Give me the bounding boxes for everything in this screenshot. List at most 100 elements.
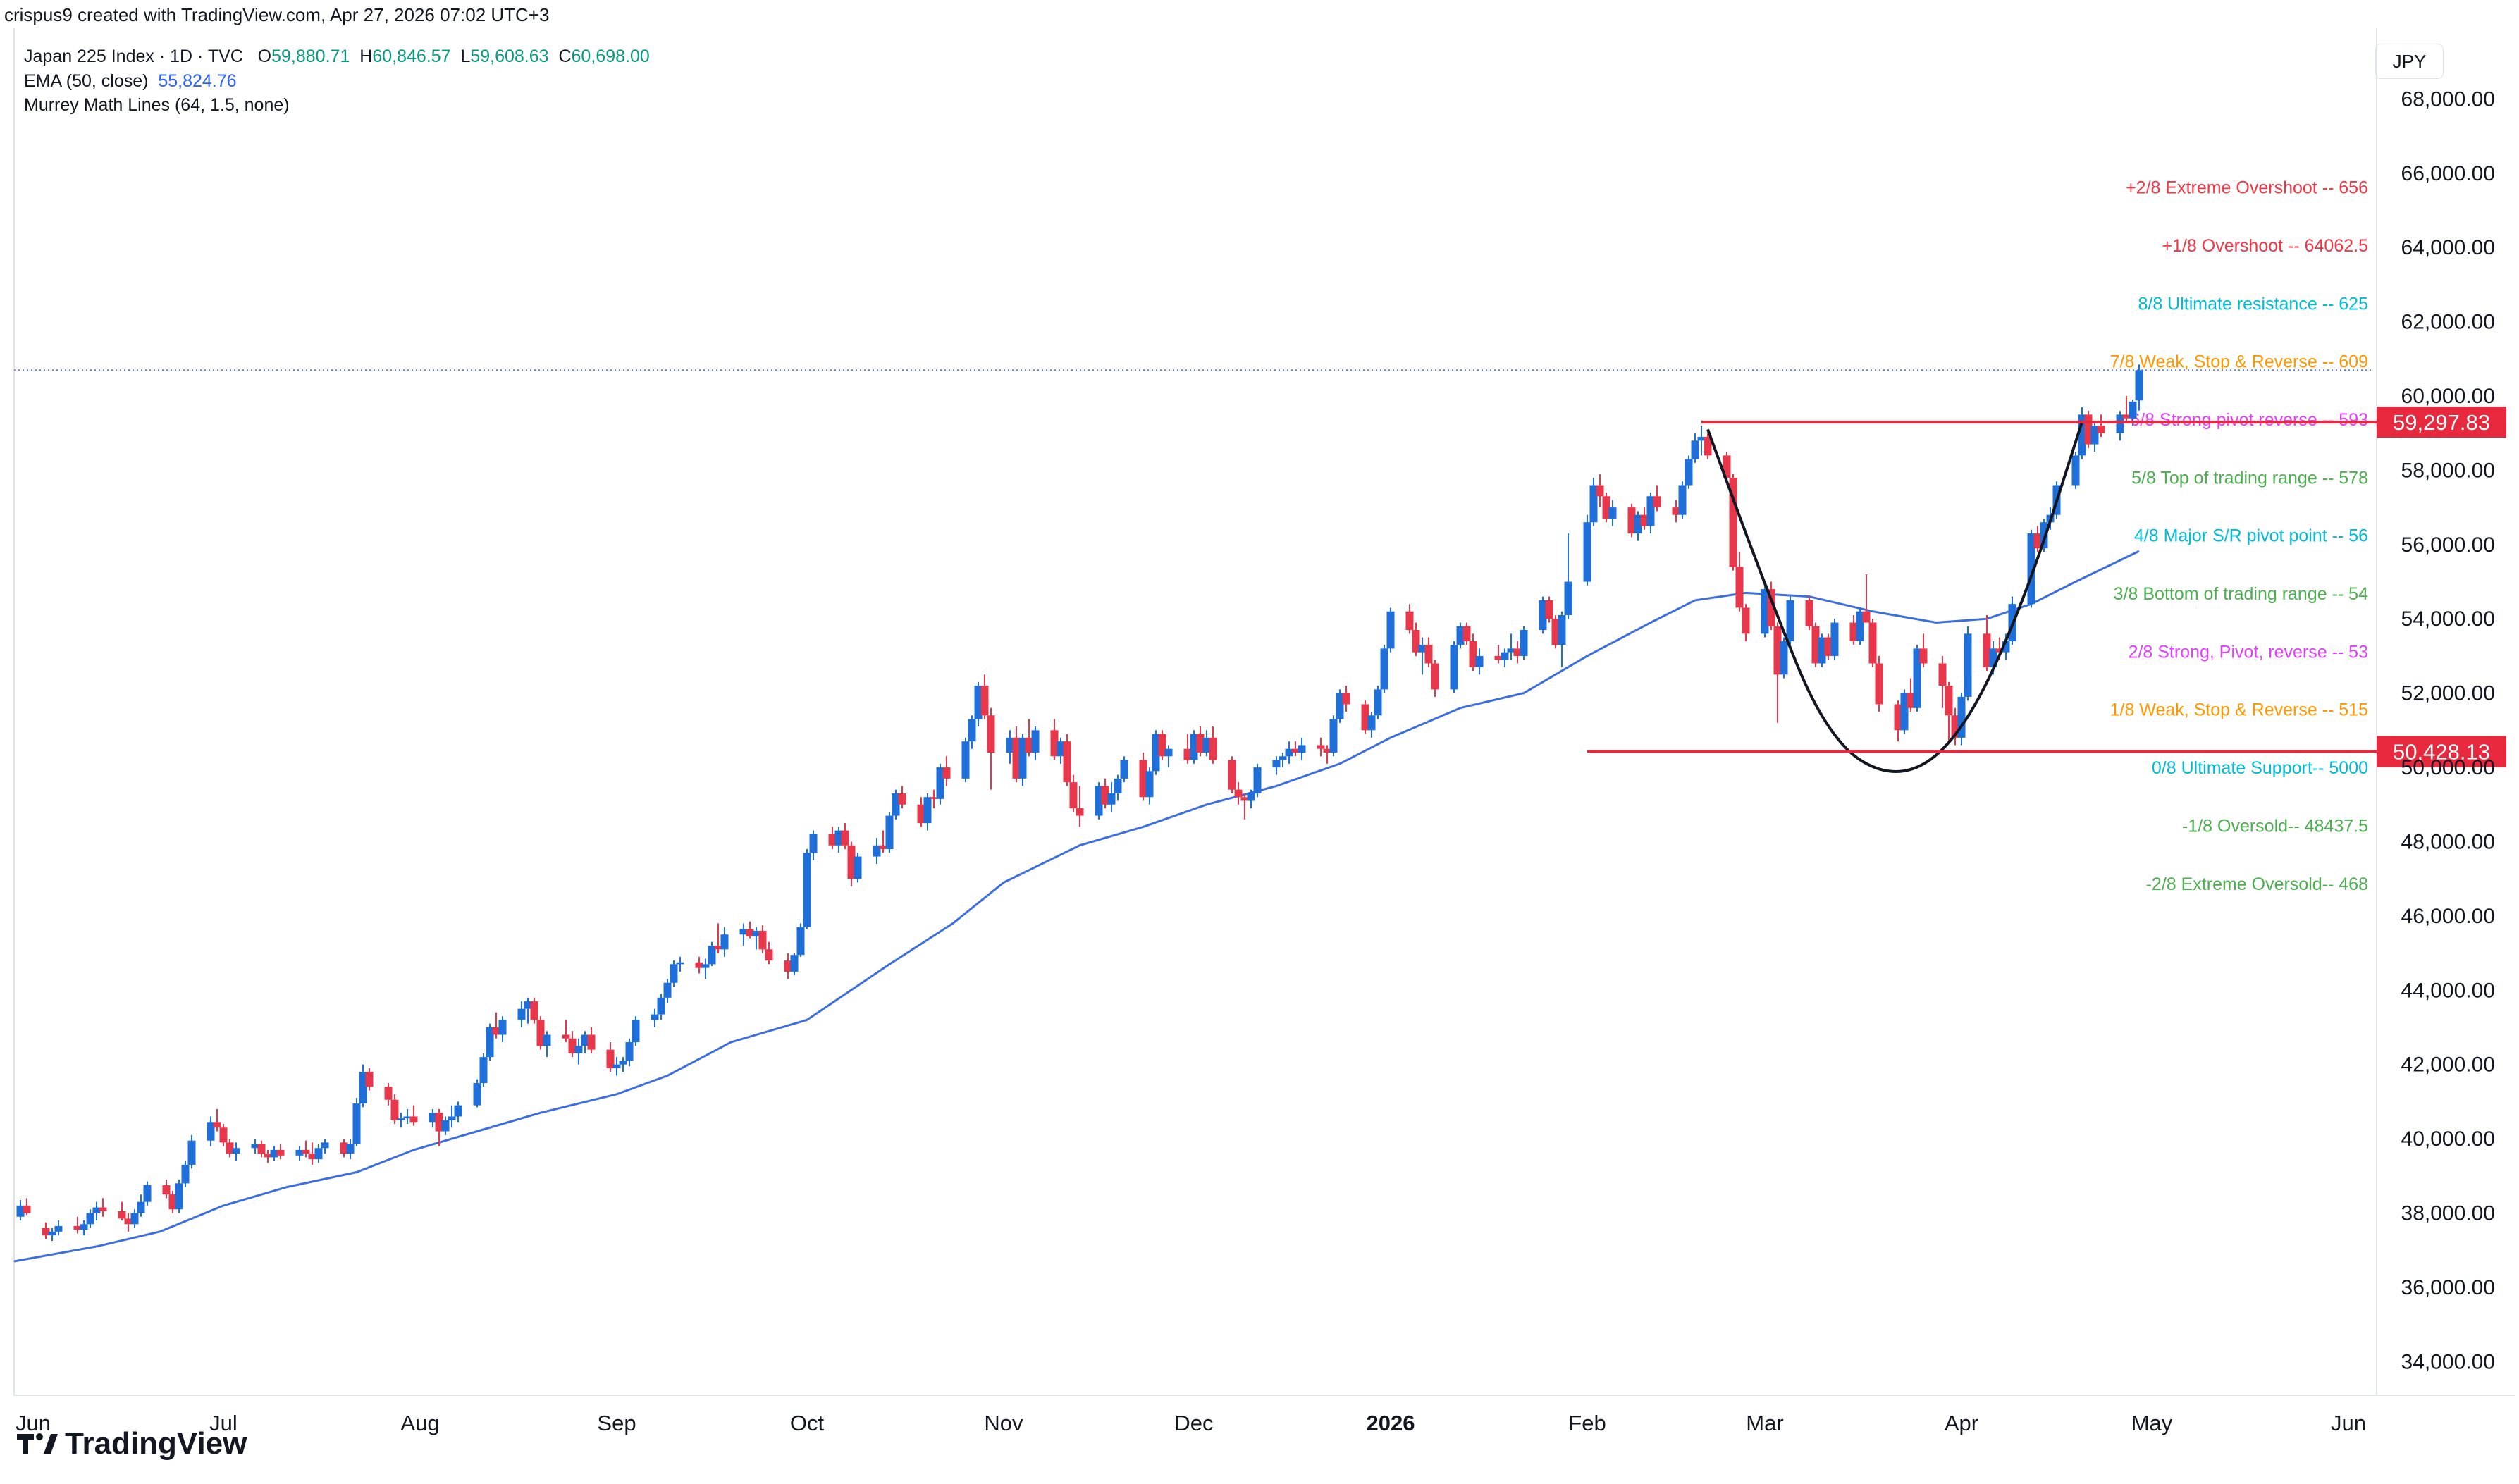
candle-body (1342, 693, 1350, 705)
price-tick-label: 60,000.00 (2401, 385, 2495, 408)
candle-body (834, 830, 843, 846)
legend-open-label: O (257, 47, 272, 66)
candle-body (1964, 633, 1972, 697)
murrey-line-label: 4/8 Major S/R pivot point -- 56 (2134, 526, 2368, 546)
candle-body (1120, 760, 1128, 779)
candle-body (1501, 652, 1509, 660)
price-tick-label: 36,000.00 (2401, 1276, 2495, 1299)
candle-body (1164, 748, 1173, 757)
legend-ema-label: EMA (50, close) (24, 71, 149, 91)
price-tick-label: 50,000.00 (2401, 756, 2495, 779)
candle-body (1723, 455, 1731, 478)
candle-body (1900, 693, 1909, 731)
candle-body (390, 1099, 399, 1120)
cup-pattern-curve (1706, 421, 2083, 773)
legend-ema-value: 55,824.76 (158, 71, 237, 91)
murrey-line-label: +2/8 Extreme Overshoot -- 656 (2126, 178, 2368, 198)
candle-body (1152, 734, 1160, 772)
candle-body (1868, 622, 1877, 664)
candle-body (1672, 507, 1680, 515)
candle-body (1989, 648, 1997, 667)
candle-body (143, 1185, 152, 1202)
candle-body (1640, 514, 1649, 526)
candle-body (1818, 637, 1826, 664)
candle-body (340, 1142, 348, 1154)
price-tick-label: 66,000.00 (2401, 162, 2495, 185)
candle-body (1513, 648, 1522, 656)
candle-body (987, 715, 995, 753)
time-tick-label: Apr (1945, 1411, 1978, 1435)
candle-body (841, 830, 849, 846)
candle-body (2129, 401, 2137, 419)
candle-body (980, 686, 989, 716)
candle-body (1317, 745, 1325, 749)
legend-high-value: 60,846.57 (372, 47, 451, 66)
time-tick-label: Jul (209, 1411, 238, 1435)
price-tick-label: 48,000.00 (2401, 830, 2495, 853)
candle-body (968, 719, 976, 742)
candle-body (270, 1149, 278, 1158)
price-tick-label: 62,000.00 (2401, 311, 2495, 334)
candle-body (1735, 567, 1744, 608)
candle-body (1907, 693, 1915, 708)
candle-body (2027, 533, 2035, 605)
candle-body (352, 1103, 361, 1144)
candle-body (73, 1225, 82, 1230)
candle-body (1646, 496, 1655, 526)
candle-body (758, 930, 767, 950)
candle-body (1678, 485, 1687, 515)
candle-body (714, 946, 722, 950)
candle-body (746, 929, 754, 936)
candle-body (2040, 522, 2048, 549)
candle-body (892, 793, 900, 816)
time-tick-label: Feb (1568, 1411, 1606, 1435)
candle-body (448, 1116, 456, 1120)
candle-body (1076, 808, 1084, 816)
candle-body (181, 1164, 190, 1184)
candle-body (302, 1149, 310, 1154)
candle-body (1209, 737, 1217, 760)
candle-body (308, 1154, 316, 1160)
candle-body (257, 1144, 266, 1154)
candle-body (1862, 611, 1871, 623)
candle-body (187, 1140, 196, 1165)
candle-body (1456, 626, 1465, 645)
candle-body (1386, 611, 1395, 649)
time-tick-label: Sep (597, 1411, 636, 1435)
candle-body (606, 1049, 615, 1068)
candle-body (2002, 641, 2010, 653)
candle-body (1228, 760, 1236, 790)
candle-body (632, 1020, 640, 1043)
candle-body (739, 929, 748, 935)
candle-body (1627, 507, 1636, 534)
candle-body (1830, 622, 1839, 656)
candle-body (657, 997, 665, 1015)
candle-body (1139, 760, 1147, 798)
candle-body (403, 1116, 412, 1119)
candle-body (670, 964, 678, 983)
price-tick-label: 64,000.00 (2401, 236, 2495, 259)
candle-body (1018, 737, 1027, 779)
candle-body (99, 1207, 107, 1211)
candle-body (1431, 663, 1439, 690)
price-tick-label: 40,000.00 (2401, 1127, 2495, 1151)
candle-body (479, 1057, 488, 1084)
time-tick-label: Oct (790, 1411, 825, 1435)
candle-body (1069, 782, 1078, 809)
candle-body (1025, 737, 1033, 753)
tradingview-logo[interactable]: TradingView (17, 1426, 247, 1463)
time-tick-label: 2026 (1367, 1411, 1415, 1435)
legend-murrey[interactable]: Murrey Math Lines (64, 1.5, none) (24, 95, 290, 116)
candle-body (1913, 648, 1921, 708)
ema50-line (13, 550, 2140, 1263)
candle-body (1520, 630, 1528, 656)
currency-button[interactable]: JPY (2375, 44, 2444, 79)
price-tick-label: 46,000.00 (2401, 905, 2495, 928)
candle-body (847, 845, 856, 879)
candle-body (1811, 626, 1820, 664)
time-tick-label: Jun (2331, 1411, 2366, 1435)
candle-body (276, 1149, 285, 1156)
legend-ema[interactable]: EMA (50, close) 55,824.76 (24, 71, 237, 92)
candle-body (885, 815, 894, 849)
